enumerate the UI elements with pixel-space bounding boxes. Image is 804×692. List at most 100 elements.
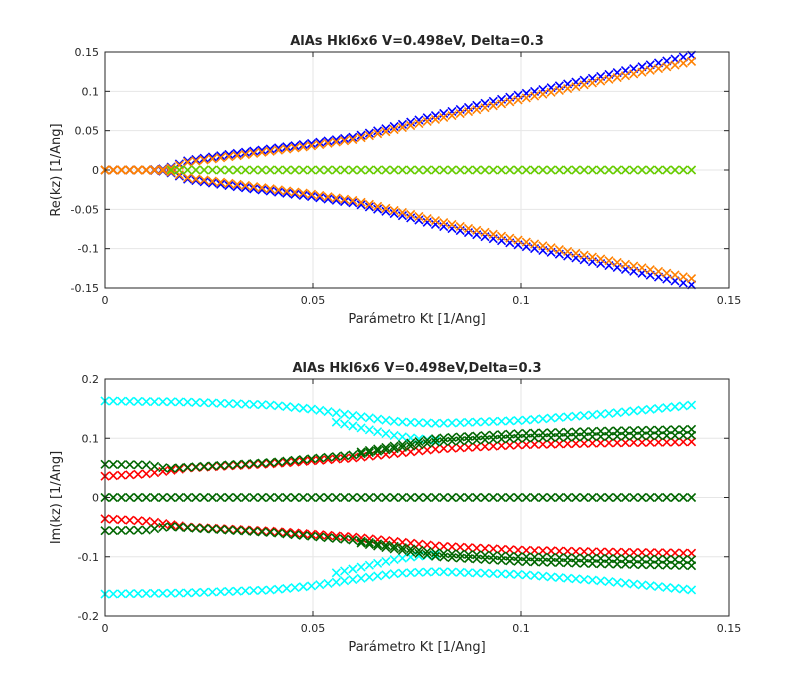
marker-point bbox=[116, 492, 127, 503]
marker-point bbox=[563, 558, 573, 568]
marker-point bbox=[381, 542, 391, 553]
marker-point bbox=[455, 418, 465, 428]
marker-point bbox=[686, 165, 697, 175]
marker-point bbox=[232, 459, 242, 470]
y-tick-label: 0.2 bbox=[82, 373, 100, 386]
marker-point bbox=[587, 78, 597, 88]
marker-point bbox=[397, 165, 407, 175]
marker-point bbox=[645, 437, 655, 447]
marker-point bbox=[116, 459, 127, 470]
marker-point bbox=[216, 177, 226, 187]
marker-point bbox=[645, 265, 655, 275]
marker-point bbox=[191, 588, 201, 598]
marker-point bbox=[116, 470, 127, 480]
marker-point bbox=[298, 456, 308, 467]
marker-point bbox=[472, 492, 482, 503]
marker-point bbox=[430, 219, 441, 230]
marker-point bbox=[496, 441, 507, 451]
marker-point bbox=[455, 108, 465, 119]
marker-point bbox=[306, 529, 317, 539]
marker-point bbox=[191, 492, 201, 503]
marker-point bbox=[150, 588, 160, 598]
marker-point bbox=[546, 557, 556, 567]
x-tick-label: 0 bbox=[102, 622, 109, 635]
marker-point bbox=[141, 165, 151, 175]
marker-point bbox=[331, 533, 341, 544]
marker-point bbox=[678, 584, 688, 594]
marker-point bbox=[414, 492, 424, 503]
marker-point bbox=[116, 525, 127, 536]
marker-point bbox=[323, 165, 333, 175]
marker-point bbox=[406, 165, 416, 175]
marker-point bbox=[282, 165, 292, 175]
marker-point bbox=[579, 410, 589, 421]
marker-point bbox=[538, 165, 548, 175]
marker-point bbox=[356, 165, 366, 175]
marker-point bbox=[447, 443, 457, 453]
marker-point bbox=[207, 165, 217, 175]
marker-point bbox=[257, 185, 267, 195]
marker-point bbox=[612, 257, 622, 268]
marker-point bbox=[406, 213, 416, 223]
y-axis-label: Re(kz) [1/Ang] bbox=[49, 123, 64, 216]
marker-point bbox=[381, 540, 391, 550]
marker-point bbox=[505, 97, 515, 107]
marker-point bbox=[455, 542, 465, 552]
marker-point bbox=[397, 417, 407, 427]
marker-point bbox=[439, 436, 449, 447]
marker-point bbox=[207, 152, 217, 162]
marker-point bbox=[348, 421, 358, 431]
marker-point bbox=[381, 206, 391, 216]
marker-point bbox=[125, 525, 135, 535]
marker-point bbox=[596, 426, 606, 436]
marker-point bbox=[546, 439, 556, 449]
y-tick-label: 0.1 bbox=[82, 85, 100, 98]
marker-point bbox=[430, 434, 441, 444]
marker-point bbox=[381, 445, 391, 455]
marker-point bbox=[686, 273, 697, 284]
marker-point bbox=[579, 492, 589, 503]
marker-point bbox=[240, 180, 251, 191]
marker-point bbox=[480, 165, 490, 175]
marker-point bbox=[290, 583, 300, 593]
marker-point bbox=[133, 516, 143, 526]
x-tick-label: 0 bbox=[102, 294, 109, 307]
marker-point bbox=[447, 549, 457, 559]
marker-point bbox=[571, 546, 581, 556]
marker-point bbox=[571, 411, 581, 421]
marker-point bbox=[604, 559, 614, 569]
marker-point bbox=[373, 539, 383, 549]
marker-point bbox=[546, 165, 556, 175]
marker-point bbox=[298, 530, 308, 540]
marker-point bbox=[472, 435, 482, 445]
marker-point bbox=[397, 439, 407, 450]
marker-point bbox=[513, 492, 523, 503]
marker-point bbox=[430, 541, 441, 551]
marker-point bbox=[340, 531, 350, 542]
marker-point bbox=[240, 459, 251, 469]
marker-point bbox=[323, 530, 333, 540]
marker-point bbox=[579, 558, 589, 568]
marker-point bbox=[389, 492, 399, 503]
marker-point bbox=[480, 492, 490, 503]
marker-point bbox=[596, 165, 606, 175]
y-axis-label: Im(kz) [1/Ang] bbox=[49, 451, 64, 544]
marker-point bbox=[199, 587, 209, 597]
marker-point bbox=[604, 408, 614, 419]
marker-point bbox=[414, 211, 424, 222]
marker-point bbox=[232, 182, 242, 192]
marker-point bbox=[199, 177, 209, 187]
marker-point bbox=[141, 492, 151, 503]
series-group bbox=[100, 50, 697, 290]
marker-point bbox=[513, 165, 523, 175]
marker-point bbox=[521, 557, 531, 567]
marker-point bbox=[290, 141, 300, 151]
marker-point bbox=[306, 581, 317, 591]
marker-point bbox=[141, 516, 151, 526]
marker-point bbox=[629, 438, 639, 448]
marker-point bbox=[323, 455, 333, 465]
marker-point bbox=[554, 412, 564, 423]
marker-point bbox=[323, 192, 333, 202]
marker-point bbox=[373, 129, 383, 139]
marker-point bbox=[116, 165, 127, 175]
